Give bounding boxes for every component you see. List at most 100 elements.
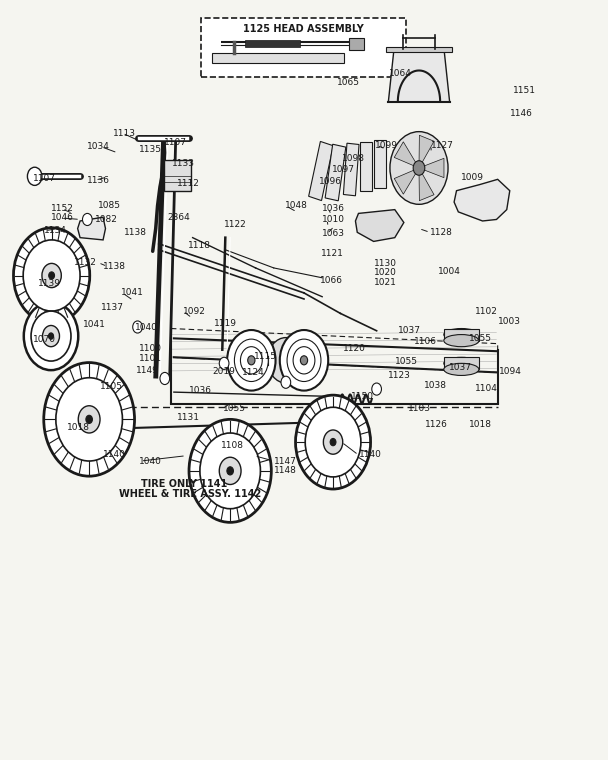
Circle shape [371, 383, 381, 395]
Text: 1066: 1066 [320, 277, 344, 285]
Circle shape [189, 420, 271, 522]
Circle shape [240, 347, 262, 374]
Circle shape [49, 272, 55, 279]
Text: 1040: 1040 [134, 323, 157, 332]
Text: 1082: 1082 [95, 215, 118, 224]
Circle shape [300, 356, 308, 365]
Text: 1004: 1004 [438, 268, 461, 276]
Circle shape [390, 131, 448, 204]
Bar [444, 357, 479, 369]
Bar [212, 53, 344, 64]
Text: 1055: 1055 [223, 404, 246, 413]
Text: 1037: 1037 [398, 325, 421, 334]
Text: 1046: 1046 [51, 214, 74, 223]
Text: 1104: 1104 [475, 384, 497, 393]
Text: 1118: 1118 [188, 241, 211, 250]
Text: 1151: 1151 [513, 86, 536, 95]
Ellipse shape [444, 334, 479, 347]
Text: 1070: 1070 [33, 335, 56, 344]
Text: 1037: 1037 [449, 363, 472, 372]
Text: TIRE ONLY 1141: TIRE ONLY 1141 [140, 479, 227, 489]
Text: 2364: 2364 [168, 214, 190, 223]
Text: 1040: 1040 [139, 457, 162, 466]
Text: 1096: 1096 [319, 177, 342, 186]
Text: 1131: 1131 [177, 413, 200, 422]
Text: 1105: 1105 [100, 382, 123, 391]
Text: 1036: 1036 [322, 204, 345, 213]
Polygon shape [419, 135, 434, 168]
Bar [309, 141, 333, 201]
Circle shape [86, 415, 92, 423]
Circle shape [49, 333, 54, 339]
Bar [349, 38, 364, 50]
Text: 1097: 1097 [333, 165, 356, 174]
Circle shape [247, 356, 255, 365]
Text: 1100: 1100 [139, 344, 162, 353]
Bar [360, 142, 371, 191]
Text: 1099: 1099 [375, 141, 398, 150]
Text: 1106: 1106 [414, 337, 437, 346]
Circle shape [219, 458, 241, 484]
Text: 1120: 1120 [344, 344, 366, 353]
Text: 1065: 1065 [337, 78, 361, 87]
Text: 1055: 1055 [469, 334, 492, 343]
Text: WHEEL & TIRE ASSY. 1142: WHEEL & TIRE ASSY. 1142 [119, 489, 261, 499]
Polygon shape [454, 179, 510, 221]
Text: 1020: 1020 [374, 268, 397, 277]
Text: 1112: 1112 [177, 179, 200, 188]
Circle shape [31, 311, 71, 361]
Text: 1139: 1139 [38, 280, 61, 288]
Ellipse shape [444, 363, 479, 375]
Text: 1133: 1133 [172, 159, 195, 168]
Text: 1152: 1152 [51, 204, 74, 214]
Polygon shape [356, 210, 404, 242]
Circle shape [235, 339, 268, 382]
Text: 1003: 1003 [498, 317, 520, 326]
Text: 1122: 1122 [224, 220, 247, 229]
Text: 1098: 1098 [342, 154, 365, 163]
Text: 1107: 1107 [33, 174, 56, 183]
Text: 1018: 1018 [67, 423, 90, 432]
Circle shape [200, 433, 260, 508]
Bar [325, 144, 346, 201]
Text: 1134: 1134 [44, 226, 67, 236]
Circle shape [305, 407, 361, 477]
Circle shape [227, 330, 275, 391]
Polygon shape [419, 168, 434, 201]
Bar [201, 18, 406, 77]
Text: 1121: 1121 [321, 249, 344, 258]
Circle shape [23, 240, 80, 311]
Circle shape [293, 347, 315, 374]
Bar [245, 40, 300, 47]
Circle shape [413, 160, 425, 176]
Circle shape [160, 372, 170, 385]
Circle shape [133, 321, 142, 333]
Circle shape [280, 330, 328, 391]
Text: 1101: 1101 [139, 353, 162, 363]
Text: 1119: 1119 [215, 318, 238, 328]
Text: 1107: 1107 [164, 138, 187, 147]
Text: 1055: 1055 [395, 357, 418, 366]
Text: 1010: 1010 [322, 215, 345, 224]
Text: 1147: 1147 [274, 457, 297, 466]
Text: 1123: 1123 [387, 371, 410, 380]
Text: 1085: 1085 [98, 201, 121, 210]
Circle shape [44, 363, 134, 477]
Text: 1063: 1063 [322, 230, 345, 239]
Text: 1102: 1102 [475, 307, 497, 316]
Ellipse shape [444, 357, 479, 369]
Text: 1146: 1146 [510, 109, 533, 118]
Text: 1021: 1021 [374, 278, 397, 287]
Text: 1135: 1135 [139, 144, 162, 154]
Circle shape [27, 167, 42, 185]
Polygon shape [78, 217, 105, 240]
Text: 1138: 1138 [123, 228, 147, 237]
Text: 1009: 1009 [461, 173, 485, 182]
Circle shape [24, 302, 78, 370]
Circle shape [287, 339, 321, 382]
Text: 1140: 1140 [103, 450, 126, 459]
Text: 1140: 1140 [359, 451, 381, 460]
Text: 1094: 1094 [499, 367, 522, 376]
Circle shape [281, 376, 291, 388]
Text: 1048: 1048 [285, 201, 308, 211]
